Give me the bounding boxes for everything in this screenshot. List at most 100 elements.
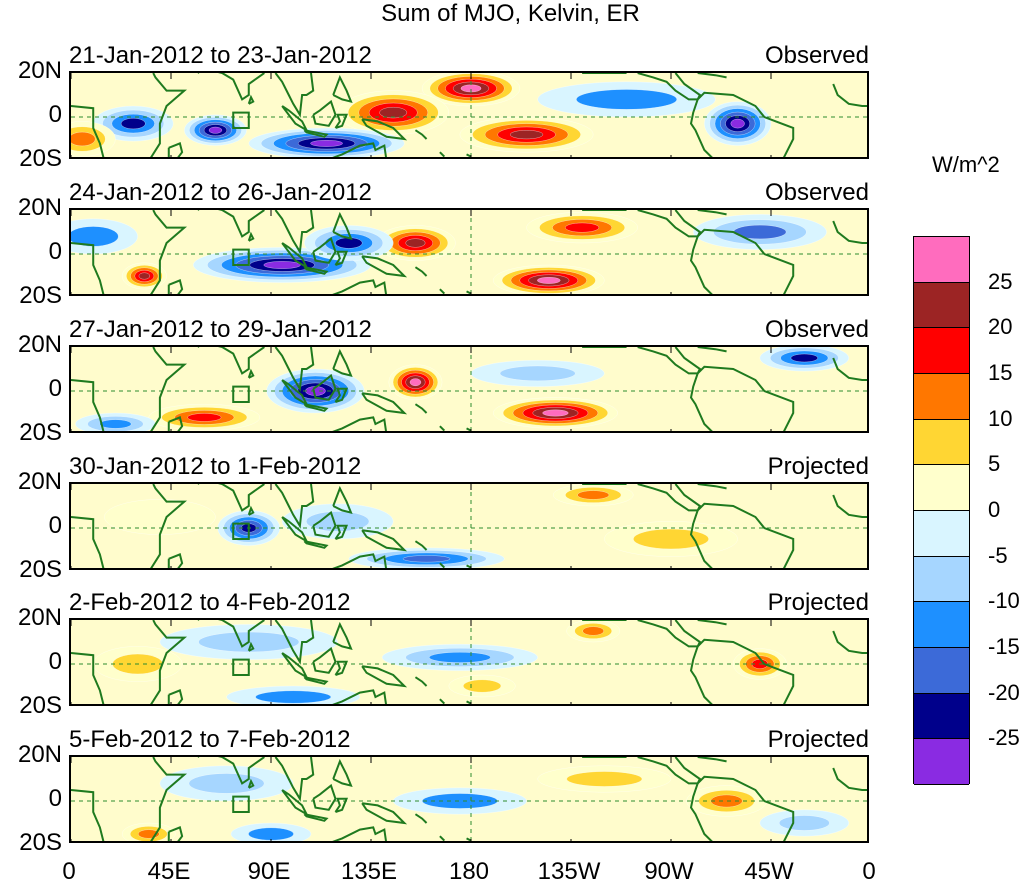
coastline [361,392,408,415]
latitude-label: 20N [17,604,62,631]
coastline [466,700,472,704]
coastline [197,484,265,512]
chart-title: Sum of MJO, Kelvin, ER [381,0,640,27]
coastline [303,540,329,549]
coastline [689,783,713,841]
colorbar-tick-label: 0 [988,497,1001,522]
colorbar-swatch [914,648,969,694]
panel-status-label: Observed [764,179,869,206]
anomaly-field [71,757,867,841]
anomaly-contour [99,419,132,429]
coastline [312,646,337,674]
anomaly-contour [779,815,830,831]
coastline [281,652,309,680]
coastline [303,403,329,412]
anomaly-contour [306,511,370,532]
coastline [832,494,867,518]
anomaly-field [71,210,867,294]
anomaly-contour [120,118,146,130]
coastline [696,502,795,568]
coastline [414,266,428,277]
coastline [332,279,387,294]
map-panel [69,482,869,570]
anomaly-contour [510,130,544,140]
colorbar-swatch [914,556,969,603]
coastline [466,290,472,294]
coastline [332,74,353,104]
colorbar-tick-label: 10 [988,405,1013,431]
coastline [466,837,472,841]
coastline [414,129,428,140]
coastline [247,94,255,105]
coastline [303,813,329,822]
anomaly-contour [379,107,407,119]
longitude-label: 45W [744,858,794,885]
latitude-label: 20N [17,194,62,221]
coastline [274,210,315,255]
colorbar-tick-label: -5 [988,542,1008,568]
coastline [832,630,867,654]
colorbar-swatch [914,282,969,329]
colorbar-tick-label: -25 [988,725,1020,751]
region-box [232,522,250,540]
coastline [334,660,349,676]
coastline [466,564,472,568]
coastline [312,510,337,538]
coastline [439,288,446,294]
anomaly-contour [576,89,677,110]
map-panel [69,208,869,296]
coastline [71,73,188,157]
latitude-label: 20S [19,692,62,719]
latitude-label: 0 [48,101,62,128]
coastline [637,73,702,101]
coastline [689,99,713,157]
colorbar-swatch [914,511,969,557]
coastline [361,118,408,141]
coastline [334,797,349,813]
anomaly-contour [463,679,502,693]
anomaly-contour [577,490,610,500]
coastline [832,220,867,244]
panel-date-range: 30-Jan-2012 to 1-Feb-2012 [69,453,362,480]
colorbar-swatch [914,328,969,374]
latitude-label: 20N [17,57,62,84]
colorbar-swatch [914,465,969,511]
coastline [281,105,309,133]
panel-date-range: 2-Feb-2012 to 4-Feb-2012 [69,589,351,616]
panel-status-label: Projected [767,589,869,616]
colorbar-tick-label: 20 [988,314,1013,340]
coastline [439,562,446,568]
coastline [334,524,349,540]
map-panel [69,71,869,159]
region-box [232,248,250,266]
anomaly-contour [537,277,561,284]
coastline [334,250,349,266]
coastline [281,516,309,544]
panel-status-label: Projected [767,453,869,480]
anomaly-contour [633,528,709,550]
coastline [274,347,315,392]
colorbar [913,236,970,785]
map-panel [69,345,869,433]
longitude-label: 135E [340,858,398,885]
coastline [332,758,353,788]
coastline [167,553,184,568]
coastline [247,641,255,652]
panel-date-range: 21-Jan-2012 to 23-Jan-2012 [69,42,372,69]
anomaly-contour [310,140,343,147]
anomaly-contour [710,794,743,808]
coastline [247,231,255,242]
coastline [274,73,315,118]
latitude-label: 0 [48,785,62,812]
colorbar-tick-label: -15 [988,634,1020,659]
latitude-label: 0 [48,512,62,539]
anomaly-contour [188,773,265,794]
latitude-label: 20S [19,282,62,309]
map-panel [69,755,869,843]
longitude-label: 90E [247,858,291,885]
coastline [332,826,387,841]
coastline [332,142,387,157]
coastline [312,236,337,264]
coastline [361,255,408,278]
coastline [71,757,188,841]
